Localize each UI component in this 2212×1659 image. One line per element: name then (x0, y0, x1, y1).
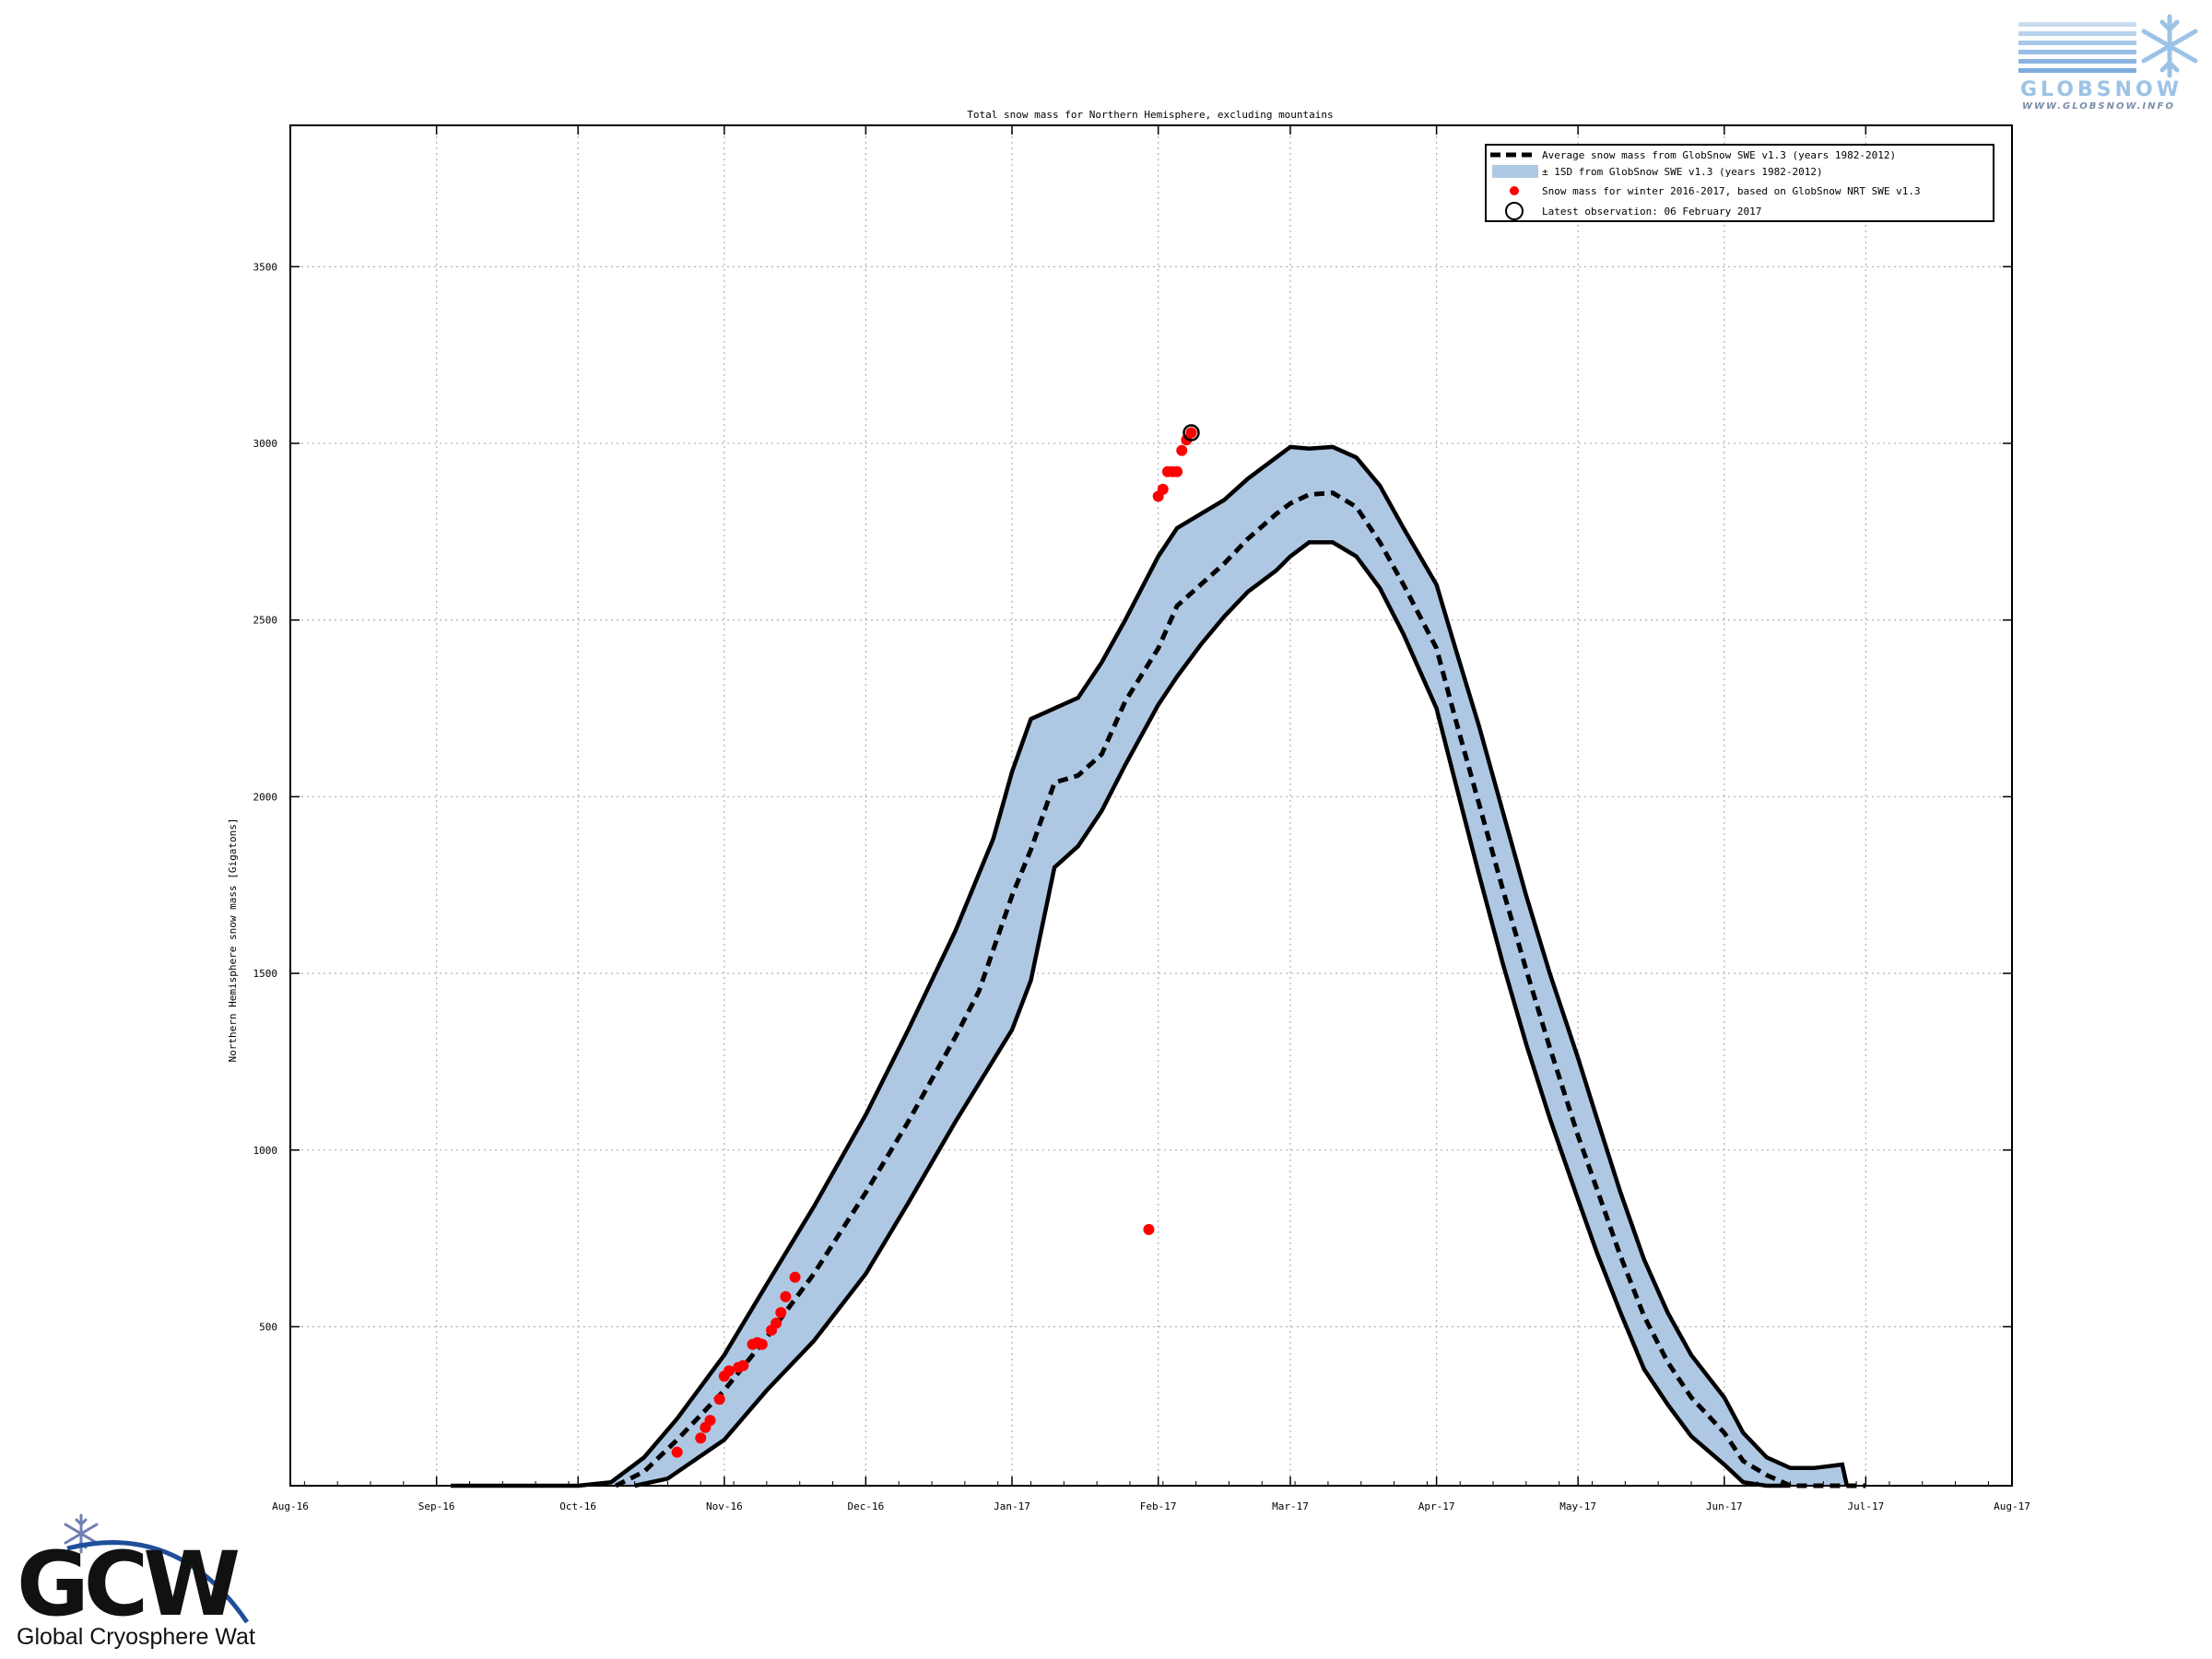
y-tick-label: 3500 (253, 261, 278, 273)
observation-point (737, 1359, 749, 1371)
snowflake-icon (2141, 14, 2198, 78)
globsnow-logo: GLOBSNOW WWW.GLOBSNOW.INFO (2018, 14, 2198, 111)
x-tick-label: Jun-17 (1706, 1500, 1743, 1512)
gcw-logo-text: GCW (17, 1533, 238, 1636)
legend-mean-label: Average snow mass from GlobSnow SWE v1.3… (1542, 149, 1896, 161)
gcw-logo: GCW Global Cryosphere Watch (17, 1513, 256, 1650)
observation-point (771, 1317, 782, 1329)
x-tick-label: Mar-17 (1272, 1500, 1309, 1512)
x-tick-label: Feb-17 (1140, 1500, 1177, 1512)
observation-point (756, 1338, 768, 1350)
observation-point (775, 1307, 787, 1319)
legend-observation-label: Snow mass for winter 2016-2017, based on… (1542, 185, 1921, 197)
x-tick-label: Jan-17 (994, 1500, 1030, 1512)
plot-area: Aug-16 Sep-16 Oct-16 Nov-16 Dec-16 Jan-17 Feb-… (253, 124, 2030, 1512)
observation-point (1143, 1224, 1155, 1236)
x-tick-label: May-17 (1559, 1500, 1596, 1512)
legend-latest-swatch (1505, 202, 1524, 220)
axis-ticks (289, 125, 2013, 1486)
observation-point (1185, 427, 1197, 439)
x-tick-label: Sep-16 (418, 1500, 455, 1512)
observation-point (1157, 483, 1169, 495)
chart-title: Total snow mass for Northern Hemisphere,… (967, 109, 1333, 121)
gcw-caption: Global Cryosphere Watch (17, 1624, 256, 1650)
globsnow-wordmark: GLOBSNOW (2020, 78, 2183, 101)
observation-point (780, 1290, 792, 1302)
y-tick-labels: 500 1000 1500 2000 2500 3000 3500 (253, 261, 278, 1333)
x-tick-label: Oct-16 (559, 1500, 596, 1512)
observation-point (1176, 444, 1188, 456)
observation-point (723, 1365, 735, 1377)
x-tick-label: Dec-16 (847, 1500, 884, 1512)
latest-observation (1182, 424, 1200, 441)
observation-point (789, 1271, 801, 1283)
x-tick-labels: Aug-16 Sep-16 Oct-16 Nov-16 Dec-16 Jan-17 Feb-… (272, 1500, 2030, 1512)
x-tick-label: Aug-16 (272, 1500, 309, 1512)
y-tick-label: 500 (259, 1321, 277, 1333)
x-tick-label: Jul-17 (1847, 1500, 1884, 1512)
x-tick-label: Apr-17 (1418, 1500, 1455, 1512)
sd-band (451, 446, 1847, 1486)
globsnow-url: WWW.GLOBSNOW.INFO (2022, 101, 2175, 111)
y-tick-label: 1500 (253, 968, 278, 980)
y-axis-label: Northern Hemisphere snow mass [Gigatons] (227, 818, 239, 1063)
legend-observation-swatch (1510, 186, 1519, 195)
sd-band-lower-edge (634, 540, 1791, 1488)
observation-point (704, 1415, 716, 1427)
x-tick-label: Nov-16 (706, 1500, 743, 1512)
observation-point (713, 1394, 725, 1406)
legend-latest-label: Latest observation: 06 February 2017 (1542, 206, 1761, 218)
sd-band-upper-edge (451, 444, 1850, 1488)
observation-point (1171, 465, 1183, 477)
legend-box (1485, 144, 1994, 222)
observation-point (695, 1432, 707, 1444)
y-tick-label: 3000 (253, 438, 278, 450)
grid-lines (290, 125, 2012, 1486)
plot-frame (289, 124, 2013, 1487)
latest-observation-marker (1182, 424, 1200, 441)
y-tick-label: 2500 (253, 615, 278, 627)
y-tick-label: 2000 (253, 791, 278, 803)
x-tick-label: Aug-17 (1994, 1500, 2030, 1512)
legend-band-label: ± 1SD from GlobSnow SWE v1.3 (years 1982… (1542, 166, 1823, 178)
observation-points (671, 427, 1197, 1458)
observation-point (671, 1446, 683, 1458)
legend-band-swatch (1492, 165, 1538, 178)
y-tick-label: 1000 (253, 1145, 278, 1157)
globsnow-stripes (2018, 22, 2136, 73)
mean-snow-mass-line (614, 490, 1866, 1488)
legend: Average snow mass from GlobSnow SWE v1.3… (1485, 144, 1994, 222)
gcw-orbit-arc (66, 1540, 250, 1624)
